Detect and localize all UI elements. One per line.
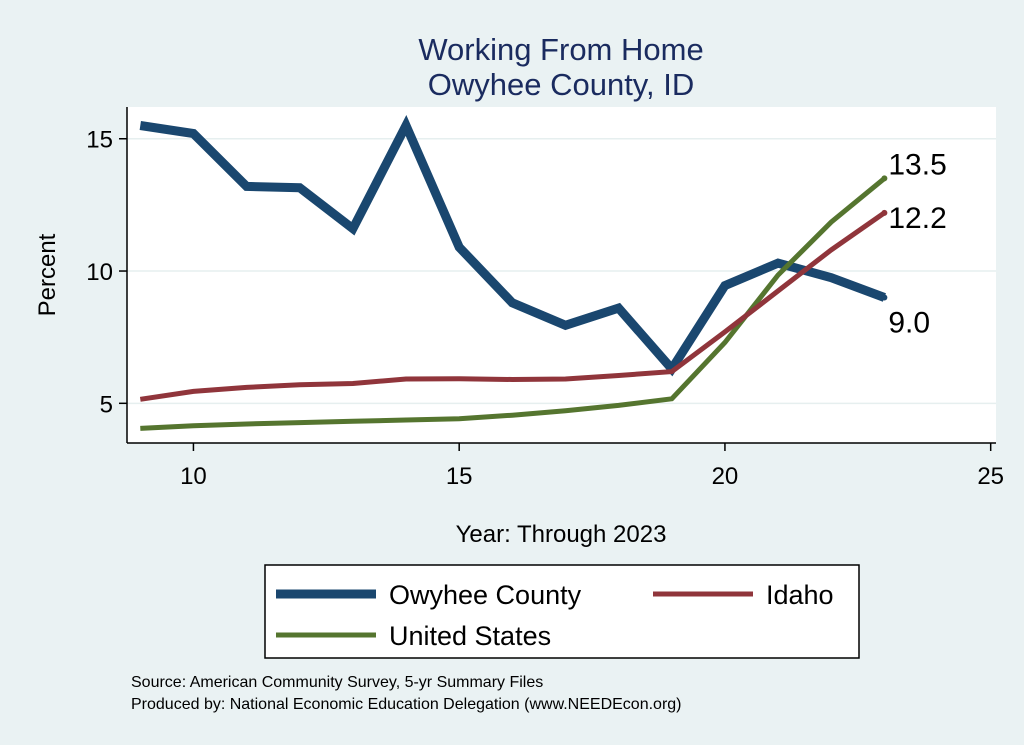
series-end-marker [881,209,888,216]
plot-area [127,107,996,443]
series-end-marker [881,294,888,301]
x-tick-label: 10 [180,463,207,490]
y-axis-ticks: 5 10 15 [86,127,127,418]
legend-label: Idaho [766,580,834,610]
end-label-united-states: 13.5 [888,148,946,181]
end-labels: 9.0 12.2 13.5 [881,148,947,339]
y-tick-label: 15 [86,127,113,154]
y-axis-title: Percent [34,233,61,316]
chart-title-line-2: Owyhee County, ID [428,67,694,102]
series-line-united-states [140,176,886,431]
x-tick-label: 15 [446,463,473,490]
series-line-owyhee-county [139,115,886,377]
y-tick-label: 10 [86,259,113,286]
producer-note: Produced by: National Economic Education… [131,696,682,713]
legend-box [264,564,860,659]
x-tick-label: 25 [977,463,1004,490]
gridlines [127,137,996,405]
series-end-marker [881,175,888,182]
x-axis-title: Year: Through 2023 [456,521,667,548]
legend-label: Owyhee County [389,580,582,610]
legend: Owyhee County Idaho United States [276,580,834,651]
axes [126,107,996,444]
chart-title-line-1: Working From Home [418,32,703,67]
end-label-idaho: 12.2 [888,202,946,235]
series-lines [139,115,886,431]
series-line-idaho [139,210,886,402]
source-note: Source: American Community Survey, 5-yr … [131,674,543,691]
x-axis-ticks: 10 15 20 25 [180,443,1004,490]
end-label-owyhee-county: 9.0 [888,306,930,339]
legend-label: United States [389,621,551,651]
y-tick-label: 5 [100,391,113,418]
x-tick-label: 20 [712,463,739,490]
